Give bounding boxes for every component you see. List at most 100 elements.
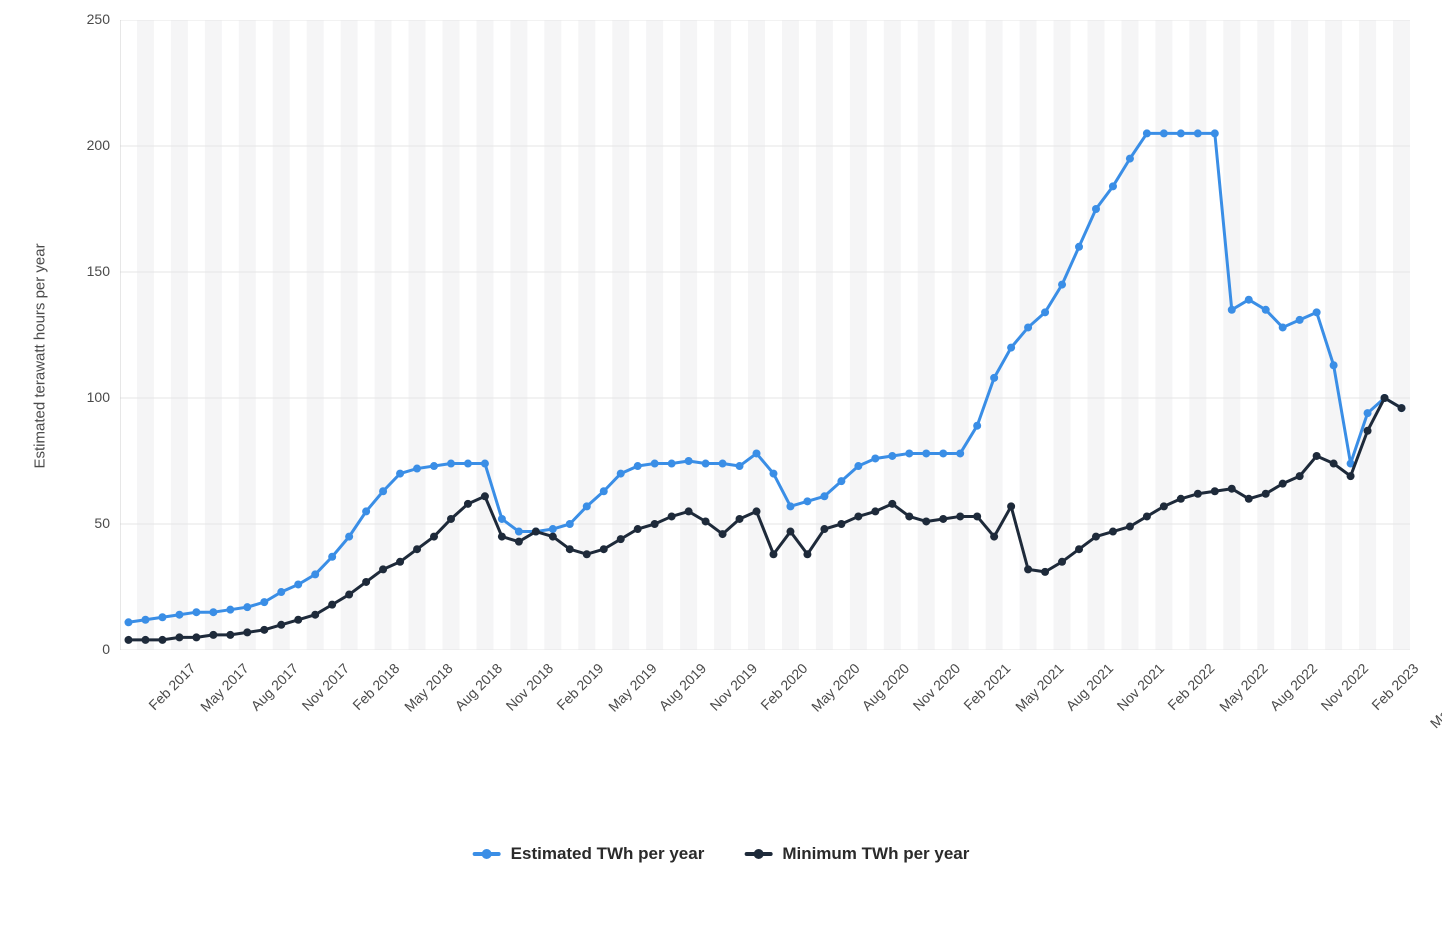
series-marker xyxy=(379,487,387,495)
x-tick-label: Nov 2021 xyxy=(1114,660,1168,714)
series-marker xyxy=(1296,472,1304,480)
series-marker xyxy=(820,492,828,500)
plot-band xyxy=(646,20,663,650)
y-axis-label: Estimated terawatt hours per year xyxy=(32,209,49,469)
series-marker xyxy=(583,550,591,558)
y-tick-label: 150 xyxy=(65,263,110,279)
chart-container: Estimated terawatt hours per year 050100… xyxy=(0,0,1442,934)
series-marker xyxy=(1262,490,1270,498)
series-marker xyxy=(753,449,761,457)
series-marker xyxy=(311,611,319,619)
chart-plot xyxy=(120,20,1410,650)
series-marker xyxy=(1194,490,1202,498)
plot-band xyxy=(748,20,765,650)
series-marker xyxy=(634,462,642,470)
series-marker xyxy=(702,517,710,525)
series-marker xyxy=(396,470,404,478)
plot-band xyxy=(137,20,154,650)
plot-band xyxy=(341,20,358,650)
plot-band xyxy=(171,20,188,650)
series-marker xyxy=(1228,485,1236,493)
series-marker xyxy=(786,502,794,510)
series-marker xyxy=(719,530,727,538)
series-marker xyxy=(600,487,608,495)
series-marker xyxy=(973,512,981,520)
plot-band xyxy=(205,20,222,650)
x-tick-label: Nov 2020 xyxy=(910,660,964,714)
x-tick-label: Feb 2020 xyxy=(757,660,810,713)
series-marker xyxy=(124,636,132,644)
y-tick-label: 200 xyxy=(65,137,110,153)
y-tick-label: 100 xyxy=(65,389,110,405)
series-marker xyxy=(871,507,879,515)
series-marker xyxy=(617,535,625,543)
series-marker xyxy=(515,528,523,536)
series-marker xyxy=(1211,129,1219,137)
plot-band xyxy=(850,20,867,650)
series-marker xyxy=(362,507,370,515)
series-marker xyxy=(175,633,183,641)
series-marker xyxy=(854,462,862,470)
series-marker xyxy=(447,515,455,523)
series-marker xyxy=(1194,129,1202,137)
legend-item[interactable]: Minimum TWh per year xyxy=(744,844,969,864)
series-marker xyxy=(905,449,913,457)
series-marker xyxy=(702,460,710,468)
series-marker xyxy=(1313,452,1321,460)
series-marker xyxy=(294,616,302,624)
series-marker xyxy=(328,553,336,561)
series-marker xyxy=(226,631,234,639)
series-marker xyxy=(769,550,777,558)
series-marker xyxy=(345,533,353,541)
plot-band xyxy=(1189,20,1206,650)
series-marker xyxy=(803,550,811,558)
legend-item[interactable]: Estimated TWh per year xyxy=(473,844,705,864)
series-marker xyxy=(226,606,234,614)
series-marker xyxy=(1160,502,1168,510)
series-marker xyxy=(481,492,489,500)
series-marker xyxy=(1381,394,1389,402)
series-marker xyxy=(803,497,811,505)
series-marker xyxy=(905,512,913,520)
series-marker xyxy=(990,374,998,382)
series-marker xyxy=(396,558,404,566)
legend-swatch xyxy=(473,852,501,856)
series-marker xyxy=(1075,545,1083,553)
plot-band xyxy=(273,20,290,650)
plot-band xyxy=(375,20,392,650)
series-marker xyxy=(1092,533,1100,541)
x-tick-label: Feb 2019 xyxy=(553,660,606,713)
series-marker xyxy=(888,500,896,508)
x-tick-label: May 2018 xyxy=(401,660,456,715)
chart-legend: Estimated TWh per year Minimum TWh per ye… xyxy=(473,844,970,864)
series-marker xyxy=(1058,558,1066,566)
plot-band xyxy=(409,20,426,650)
series-marker xyxy=(345,591,353,599)
plot-band xyxy=(544,20,561,650)
series-marker xyxy=(685,507,693,515)
series-marker xyxy=(888,452,896,460)
series-marker xyxy=(939,515,947,523)
legend-label: Estimated TWh per year xyxy=(511,844,705,864)
plot-band xyxy=(1155,20,1172,650)
series-marker xyxy=(243,628,251,636)
plot-band xyxy=(1121,20,1138,650)
series-marker xyxy=(1109,528,1117,536)
plot-band xyxy=(1088,20,1105,650)
x-tick-label: Feb 2023 xyxy=(1368,660,1421,713)
series-marker xyxy=(566,545,574,553)
plot-band xyxy=(612,20,629,650)
y-tick-label: 250 xyxy=(65,11,110,27)
series-marker xyxy=(1041,568,1049,576)
series-marker xyxy=(311,570,319,578)
plot-band xyxy=(1359,20,1376,650)
series-marker xyxy=(328,601,336,609)
x-tick-label: Nov 2022 xyxy=(1317,660,1371,714)
series-marker xyxy=(1364,427,1372,435)
series-marker xyxy=(447,460,455,468)
series-marker xyxy=(1245,495,1253,503)
series-marker xyxy=(141,636,149,644)
plot-band xyxy=(680,20,697,650)
series-marker xyxy=(379,565,387,573)
x-tick-label: Aug 2022 xyxy=(1266,660,1320,714)
